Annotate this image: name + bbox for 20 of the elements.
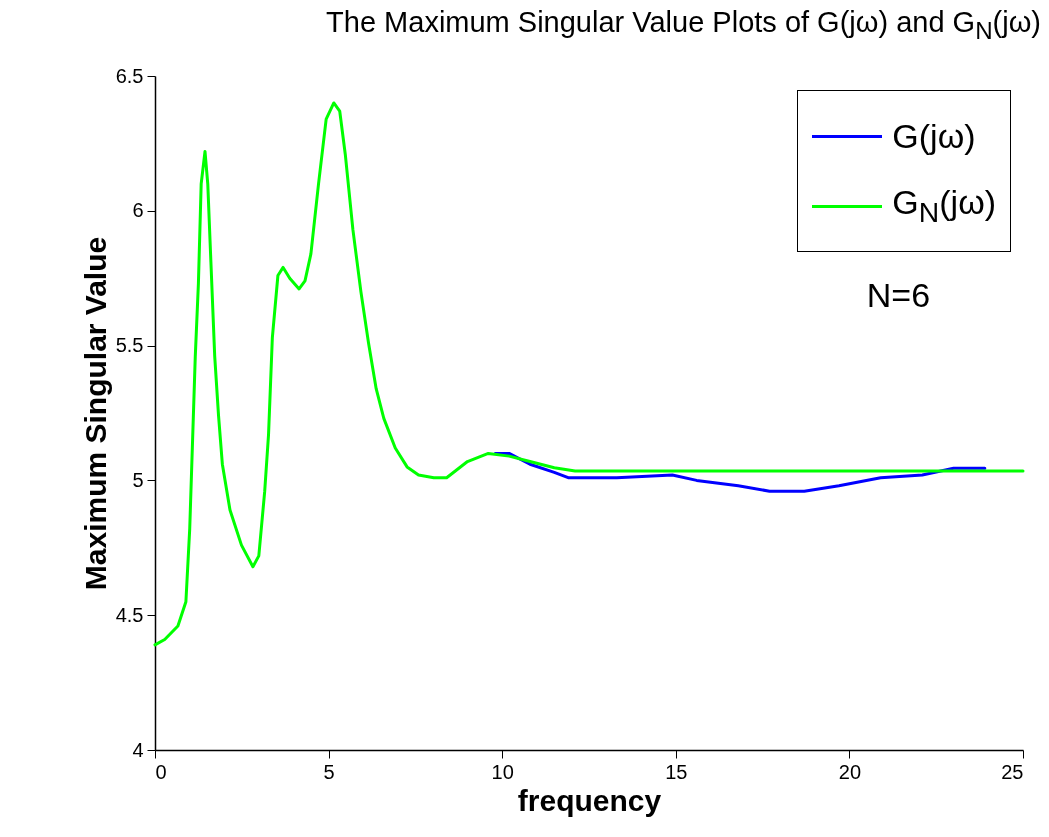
legend-label: G(jω) (892, 116, 976, 156)
x-tick-label: 20 (838, 760, 862, 783)
y-axis-title: Maximum Singular Value (78, 236, 112, 591)
x-tick-label: 15 (665, 760, 688, 783)
line-series (493, 451, 987, 493)
y-tick-label: 6.5 (115, 64, 144, 87)
x-axis-title: frequency (517, 783, 662, 817)
y-tick-label: 6 (132, 199, 144, 222)
line-series (153, 101, 1025, 647)
chart-title: The Maximum Singular Value Plots of G(jω) and G$_{N}$(jω) (325, 6, 1042, 45)
x-tick-label: 25 (1001, 760, 1024, 783)
x-tick-label: 5 (323, 760, 335, 783)
legend-label: G$_{N}$(jω) (892, 183, 996, 229)
y-tick-label: 5 (132, 468, 144, 491)
y-tick-label: 4 (132, 738, 144, 761)
x-tick-label: 0 (155, 760, 167, 783)
y-tick-label: 5.5 (115, 334, 144, 357)
annotation: N=6 (866, 276, 931, 315)
x-tick-label: 10 (491, 760, 514, 783)
y-tick-label: 4.5 (115, 603, 144, 626)
